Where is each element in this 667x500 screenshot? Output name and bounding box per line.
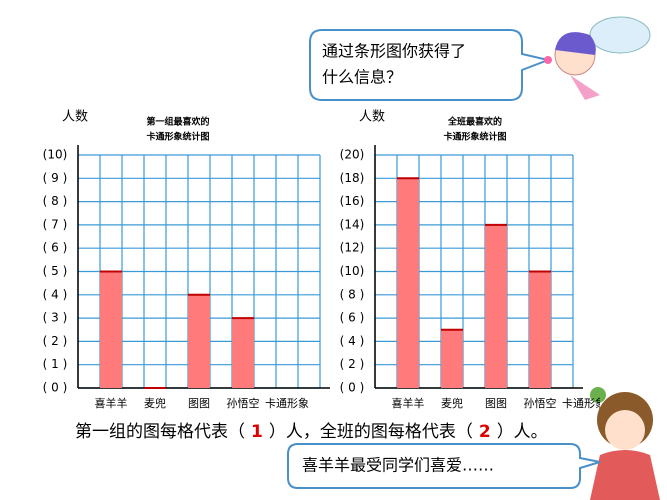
- y-tick-label: (10): [43, 148, 68, 162]
- x-tick-label: 麦兜: [144, 396, 166, 410]
- x-tick-label: 孙悟空: [227, 396, 260, 410]
- y-tick-label: ( 4 ): [340, 334, 365, 348]
- y-axis-label: 人数: [359, 110, 385, 125]
- y-tick-label: ( 6 ): [43, 241, 68, 255]
- bubble-text: 通过条形图你获得了: [322, 42, 466, 61]
- y-tick-label: (20): [340, 148, 365, 162]
- bar: [529, 271, 551, 388]
- chart-title: 卡通形象统计图: [146, 131, 209, 143]
- bar: [232, 318, 254, 388]
- bubble-text: 喜羊羊最受同学们喜爱……: [302, 456, 494, 475]
- y-tick-label: ( 0 ): [43, 381, 68, 395]
- sentence: 第一组的图每格代表（ 1 ）人，全班的图每格代表（ 2 ）人。: [75, 422, 548, 442]
- sentence-part: ）人，全班的图每格代表（: [269, 422, 473, 442]
- x-tick-label: 图图: [188, 397, 210, 410]
- chart-title: 全班最喜欢的: [447, 116, 502, 128]
- answer: 2: [479, 422, 491, 442]
- y-tick-label: ( 7 ): [43, 217, 68, 231]
- speech-bubble: [309, 29, 552, 101]
- bar: [397, 178, 419, 388]
- y-tick-label: ( 5 ): [43, 264, 68, 278]
- x-tick-label: 图图: [485, 397, 507, 410]
- y-axis-label: 人数: [62, 110, 88, 125]
- y-tick-label: (10): [340, 264, 365, 278]
- bubble-text: 什么信息？: [322, 68, 402, 87]
- y-tick-label: ( 8 ): [43, 194, 68, 208]
- y-tick-label: (16): [340, 194, 365, 208]
- bar: [441, 329, 463, 388]
- bar: [485, 224, 507, 388]
- bar: [100, 271, 122, 388]
- y-tick-label: ( 1 ): [43, 357, 68, 371]
- x-tick-label: 孙悟空: [524, 396, 557, 410]
- y-tick-label: ( 4 ): [43, 287, 68, 301]
- x-axis-label: 卡通形象: [562, 397, 606, 410]
- y-tick-label: ( 0 ): [340, 381, 365, 395]
- girl-illustration: [590, 387, 660, 500]
- x-tick-label: 喜羊羊: [392, 396, 425, 410]
- speech-bubble: [287, 443, 601, 489]
- y-tick-label: ( 3 ): [43, 311, 68, 325]
- y-tick-label: (18): [340, 171, 365, 185]
- fairy-illustration: [544, 16, 651, 100]
- y-tick-label: ( 6 ): [340, 311, 365, 325]
- sentence-part: 第一组的图每格代表（: [75, 422, 245, 442]
- sentence-part: ）人。: [497, 422, 548, 442]
- chart-title: 第一组最喜欢的: [146, 116, 209, 128]
- x-tick-label: 麦兜: [441, 396, 463, 410]
- x-tick-label: 喜羊羊: [95, 396, 128, 410]
- y-tick-label: ( 9 ): [43, 171, 68, 185]
- bar: [188, 294, 210, 388]
- x-axis-label: 卡通形象: [265, 397, 309, 410]
- y-tick-label: (12): [340, 241, 365, 255]
- y-tick-label: (14): [340, 217, 365, 231]
- answer: 1: [251, 422, 263, 442]
- y-tick-label: ( 8 ): [340, 287, 365, 301]
- y-tick-label: ( 2 ): [43, 334, 68, 348]
- chart-title: 卡通形象统计图: [443, 131, 506, 143]
- y-tick-label: ( 2 ): [340, 357, 365, 371]
